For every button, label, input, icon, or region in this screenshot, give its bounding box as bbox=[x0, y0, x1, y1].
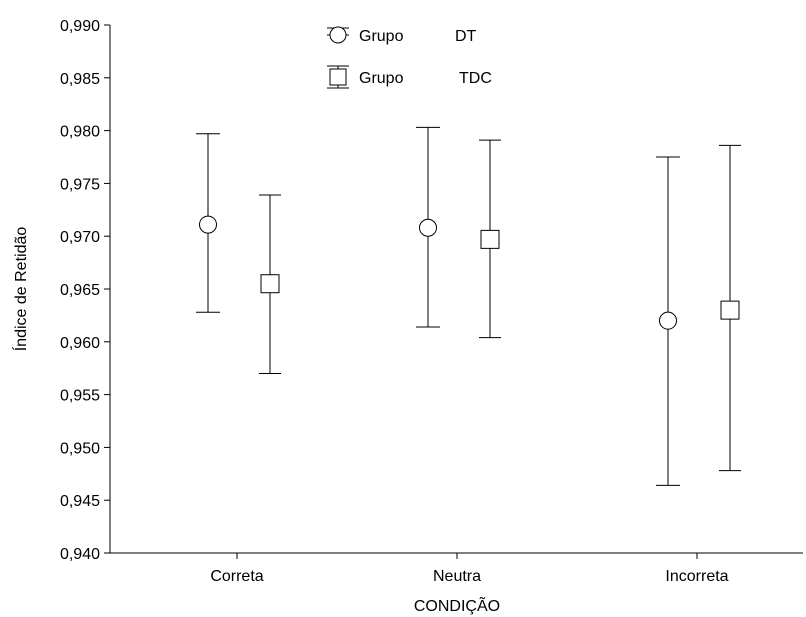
y-tick-label: 0,985 bbox=[60, 71, 100, 88]
legend: Grupo DT Grupo TDC bbox=[327, 26, 492, 89]
y-axis-ticks: 0,940 0,945 0,950 0,955 0,960 0,965 0,970 0,975… bbox=[60, 18, 110, 563]
data-point-dt bbox=[419, 218, 437, 237]
legend-tdc-group: TDC bbox=[459, 70, 492, 87]
legend-tdc-marker bbox=[329, 68, 347, 86]
x-tick-label: Incorreta bbox=[665, 568, 728, 585]
data-point-tdc bbox=[480, 229, 500, 249]
legend-dt-group: DT bbox=[455, 28, 477, 45]
legend-dt-label: Grupo bbox=[359, 28, 404, 45]
y-tick-label: 0,990 bbox=[60, 18, 100, 35]
y-tick-label: 0,965 bbox=[60, 282, 100, 299]
data-point-dt bbox=[659, 311, 677, 330]
y-tick-label: 0,950 bbox=[60, 440, 100, 457]
data-point-tdc bbox=[720, 300, 740, 320]
legend-tdc-label: Grupo bbox=[359, 70, 404, 87]
y-tick-label: 0,970 bbox=[60, 229, 100, 246]
plot-marks bbox=[196, 126, 741, 486]
y-tick-label: 0,940 bbox=[60, 546, 100, 563]
y-tick-label: 0,945 bbox=[60, 493, 100, 510]
y-axis-title: Índice de Retidão bbox=[11, 227, 30, 352]
y-tick-label: 0,980 bbox=[60, 124, 100, 141]
data-point-dt bbox=[199, 215, 217, 234]
y-tick-label: 0,955 bbox=[60, 388, 100, 405]
legend-dt-marker bbox=[329, 26, 347, 44]
x-axis-ticks: Correta Neutra Incorreta bbox=[210, 553, 729, 585]
axes bbox=[109, 25, 803, 554]
y-tick-label: 0,960 bbox=[60, 335, 100, 352]
x-tick-label: Neutra bbox=[433, 568, 481, 585]
data-point-tdc bbox=[260, 274, 280, 294]
x-axis-title: CONDIÇÃO bbox=[414, 595, 500, 615]
legend-item-tdc: Grupo TDC bbox=[327, 65, 492, 89]
y-tick-label: 0,975 bbox=[60, 176, 100, 193]
x-tick-label: Correta bbox=[210, 568, 263, 585]
legend-item-dt: Grupo DT bbox=[327, 26, 477, 45]
